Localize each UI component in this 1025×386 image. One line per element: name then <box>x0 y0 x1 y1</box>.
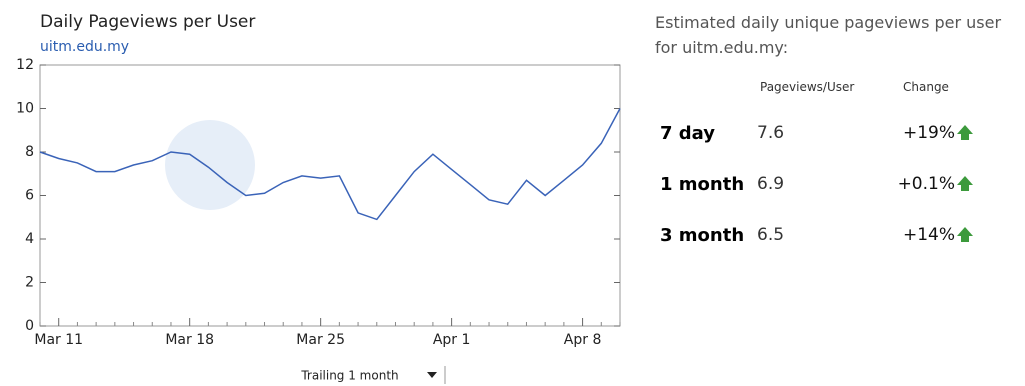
up-arrow-stem <box>961 236 969 242</box>
y-tick-label: 4 <box>25 231 34 247</box>
x-tick-label: Mar 11 <box>34 332 83 348</box>
y-tick-label: 6 <box>25 188 34 204</box>
range-selector-label[interactable]: Trailing 1 month <box>300 369 398 383</box>
plot-frame <box>39 64 621 327</box>
watermark <box>165 120 255 210</box>
stats-heading: Estimated daily unique pageviews per use… <box>655 13 1002 57</box>
chart-title: Daily Pageviews per User <box>40 12 255 32</box>
y-tick-label: 12 <box>16 57 34 73</box>
y-tick-label: 0 <box>25 318 34 334</box>
up-arrow-stem <box>961 185 969 191</box>
pageviews-value: 6.5 <box>757 225 785 245</box>
period-label: 7 day <box>660 123 716 144</box>
y-tick-label: 2 <box>25 275 34 291</box>
range-selector[interactable] <box>288 365 448 385</box>
up-arrow <box>957 176 973 185</box>
change-value: +14% <box>902 225 955 245</box>
up-arrow <box>957 227 973 236</box>
period-label: 3 month <box>660 225 745 246</box>
pageviews-value: 7.6 <box>757 123 785 143</box>
change-value: +0.1% <box>897 174 955 194</box>
column-header: Pageviews/User <box>760 80 855 94</box>
column-header: Change <box>903 80 949 94</box>
up-arrow-stem <box>961 134 969 140</box>
x-tick-label: Apr 1 <box>433 332 471 348</box>
chart-subtitle: uitm.edu.my <box>40 39 129 55</box>
pageviews-value: 6.9 <box>757 174 785 194</box>
dropdown-arrow[interactable] <box>427 372 437 378</box>
chart: Daily Pageviews per User uitm.edu.my Tra… <box>16 12 621 385</box>
data-line <box>39 108 621 221</box>
y-tick-label: 10 <box>16 101 34 117</box>
x-tick-label: Apr 8 <box>564 332 602 348</box>
change-value: +19% <box>902 123 955 143</box>
y-tick-label: 8 <box>25 144 34 160</box>
period-label: 1 month <box>660 174 745 195</box>
up-arrow <box>957 125 973 134</box>
x-tick-label: Mar 25 <box>296 332 345 348</box>
x-tick-label: Mar 18 <box>165 332 214 348</box>
